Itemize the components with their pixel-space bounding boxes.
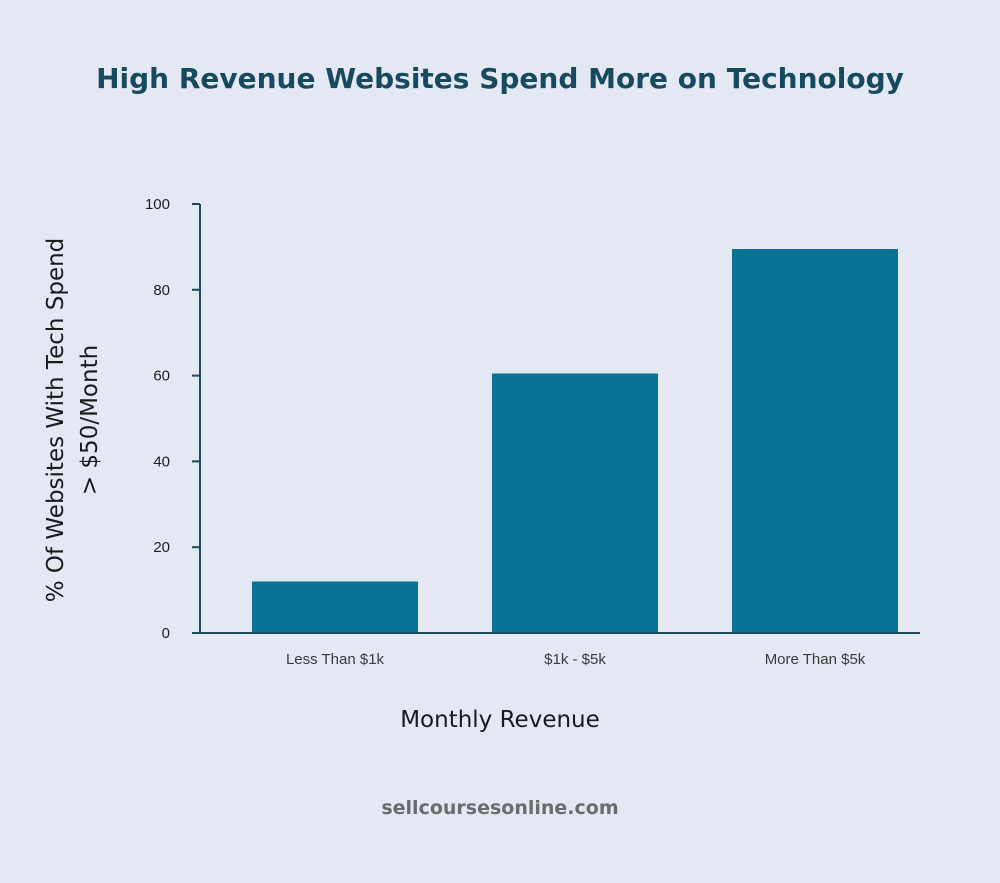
x-axis-title: Monthly Revenue <box>400 707 600 733</box>
y-tick-labels: 0 20 40 60 80 100 <box>145 196 170 642</box>
y-tick-label: 40 <box>153 453 170 470</box>
x-tick-labels: Less Than $1k $1k - $5k More Than $5k <box>286 651 866 668</box>
y-tick-label: 100 <box>145 196 170 213</box>
y-tick-label: 20 <box>153 539 170 556</box>
footer-site-name: sellcoursesonline.com <box>381 797 618 819</box>
bar-3 <box>732 249 898 633</box>
x-tick-label: More Than $5k <box>765 651 866 668</box>
x-tick-label: Less Than $1k <box>286 651 385 668</box>
chart-title: High Revenue Websites Spend More on Tech… <box>96 62 904 95</box>
y-axis-title-line-2: > $50/Month <box>77 345 103 495</box>
bar-2 <box>492 373 658 633</box>
y-tick-label: 80 <box>153 282 170 299</box>
y-axis-title-line-1: % Of Websites With Tech Spend <box>43 238 69 603</box>
bars-layer <box>252 249 898 633</box>
x-tick-label: $1k - $5k <box>544 651 606 668</box>
y-tick-label: 60 <box>153 368 170 385</box>
y-axis-title: % Of Websites With Tech Spend > $50/Mont… <box>43 238 103 603</box>
y-tick-label: 0 <box>162 625 170 642</box>
bar-1 <box>252 581 418 633</box>
axes-layer <box>192 203 920 634</box>
